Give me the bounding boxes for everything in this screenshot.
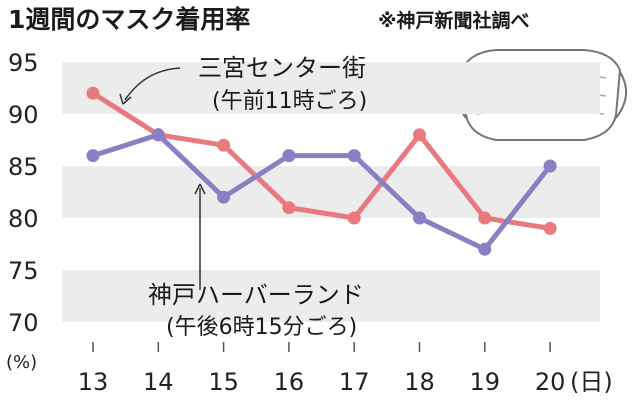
series-point-0	[282, 201, 296, 215]
series-note-harborland: (午後6時15分ごろ)	[166, 315, 357, 340]
series-point-1	[86, 149, 100, 163]
series-point-0	[478, 211, 492, 225]
y-tick-label: 80	[8, 205, 39, 233]
series-point-1	[151, 128, 165, 142]
x-tick-label: 17	[339, 368, 370, 396]
series-line-1	[90, 132, 553, 252]
series-point-0	[217, 138, 231, 152]
y-tick-label: 90	[8, 101, 39, 129]
x-unit-label: (日)	[570, 368, 613, 396]
y-unit-label: (%)	[6, 352, 37, 373]
grid-bands	[62, 62, 600, 322]
x-tick-label: 20	[535, 368, 566, 396]
series-label-sannomiya: 三宮センター街	[198, 54, 366, 82]
chart-title: 1週間のマスク着用率	[8, 5, 250, 34]
annotation-sannomiya: 三宮センター街 (午前11時ごろ)	[119, 54, 367, 114]
y-tick-label: 75	[8, 257, 39, 285]
y-tick-label: 70	[8, 309, 39, 337]
y-tick-label: 95	[8, 49, 39, 77]
series-point-0	[86, 86, 100, 100]
series-point-1	[413, 211, 426, 225]
series-point-0	[347, 211, 361, 225]
source-note: ※神戸新聞社調べ	[378, 9, 529, 32]
series-point-0	[543, 221, 557, 235]
annotation-harborland: 神戸ハーバーランド (午後6時15分ごろ)	[148, 183, 364, 340]
series-label-harborland: 神戸ハーバーランド	[148, 281, 364, 309]
x-tick-label: 19	[470, 368, 501, 396]
grid-band	[62, 166, 600, 218]
series-point-1	[282, 149, 296, 163]
series-point-1	[347, 149, 361, 163]
grid-band	[62, 62, 600, 114]
series-point-1	[217, 190, 231, 204]
grid-band	[62, 270, 600, 322]
x-tick-label: 16	[274, 368, 305, 396]
series-point-1	[478, 242, 492, 256]
series-lines	[86, 86, 557, 256]
series-note-sannomiya: (午前11時ごろ)	[212, 89, 367, 114]
series-point-1	[543, 159, 557, 173]
x-tick-label: 18	[404, 368, 435, 396]
x-axis-ticks: 13 14 15 16 17 18 19 20	[78, 342, 566, 396]
y-tick-label: 85	[8, 153, 39, 181]
x-tick-label: 14	[143, 368, 174, 396]
series-point-0	[413, 128, 426, 142]
y-axis-ticks: 95 90 85 80 75 70	[8, 49, 39, 337]
series-line-0	[90, 90, 553, 231]
x-tick-label: 13	[78, 368, 109, 396]
x-tick-label: 15	[208, 368, 239, 396]
